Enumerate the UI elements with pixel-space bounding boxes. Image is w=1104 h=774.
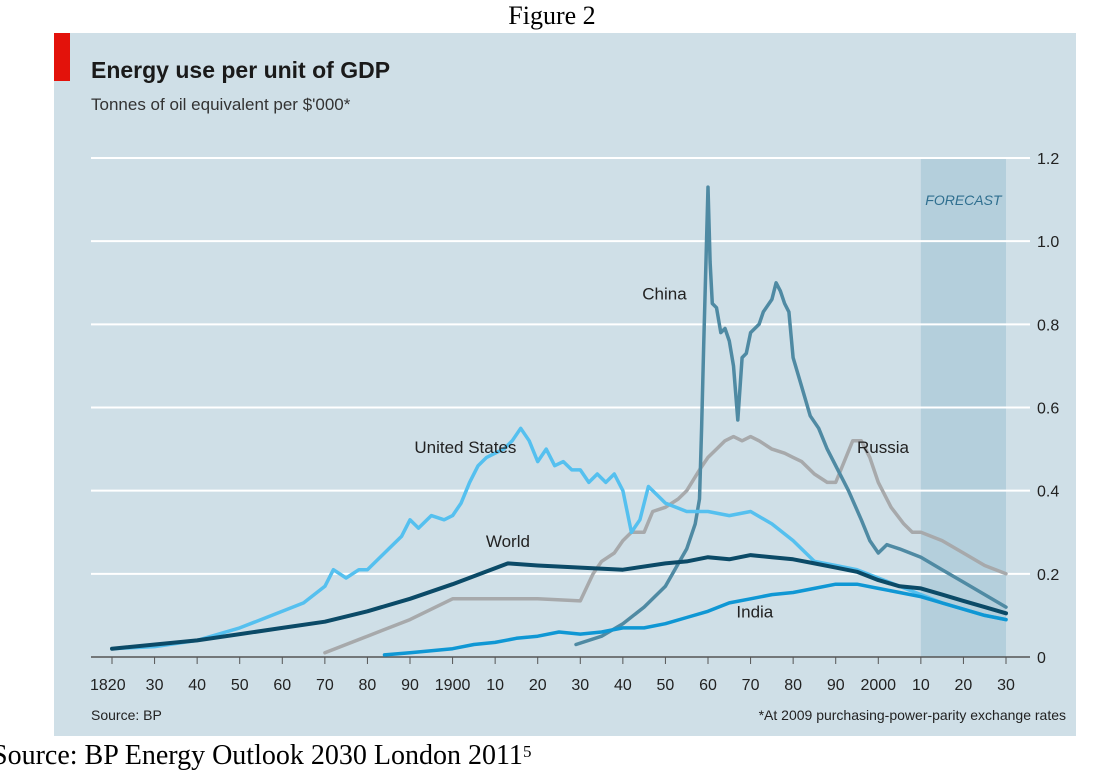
series-line-china: [574, 185, 1008, 647]
x-tick-label: 60: [273, 677, 291, 694]
y-tick-label: 0.4: [1037, 484, 1059, 501]
brand-accent-bar: [54, 33, 70, 81]
series-label-united-states: United States: [414, 438, 516, 457]
x-tick-label: 30: [997, 677, 1015, 694]
x-tick-label: 40: [188, 677, 206, 694]
x-tick-label: 20: [529, 677, 547, 694]
x-tick-label: 80: [359, 677, 377, 694]
x-tick-label: 90: [401, 677, 419, 694]
x-tick-label: 1820: [90, 677, 126, 694]
x-tick-label: 50: [231, 677, 249, 694]
x-tick-label: 50: [657, 677, 675, 694]
document-source-text: Source: BP Energy Outlook 2030 London 20…: [0, 740, 523, 771]
x-tick-label: 70: [742, 677, 760, 694]
y-tick-label: 0: [1037, 650, 1046, 667]
x-tick-label: 10: [486, 677, 504, 694]
figure-caption: Figure 2: [508, 1, 596, 30]
series-line-india: [382, 582, 1008, 657]
x-tick-label: 70: [316, 677, 334, 694]
x-tick-label: 1900: [435, 677, 471, 694]
series-line-world: [110, 553, 1008, 651]
footnote-marker: 5: [522, 742, 532, 761]
series-label-china: China: [642, 284, 687, 303]
series-label-russia: Russia: [857, 438, 910, 457]
x-tick-label: 10: [912, 677, 930, 694]
chart-title: Energy use per unit of GDP: [91, 57, 391, 83]
y-tick-label: 0.8: [1037, 317, 1059, 334]
series-label-world: World: [486, 532, 530, 551]
x-tick-label: 90: [827, 677, 845, 694]
y-tick-label: 0.2: [1037, 567, 1059, 584]
y-tick-label: 1.2: [1037, 151, 1059, 168]
series-line-united-states: [110, 426, 1008, 651]
x-tick-label: 60: [699, 677, 717, 694]
chart-subtitle: Tonnes of oil equivalent per $'000*: [91, 95, 351, 114]
chart-footnote: *At 2009 purchasing-power-parity exchang…: [758, 707, 1066, 723]
document-source-line: Source: BP Energy Outlook 2030 London 20…: [0, 738, 531, 774]
chart-panel: [54, 33, 1076, 736]
x-tick-label: 2000: [860, 677, 896, 694]
x-tick-label: 30: [146, 677, 164, 694]
x-tick-label: 80: [784, 677, 802, 694]
x-tick-label: 20: [955, 677, 973, 694]
x-tick-label: 40: [614, 677, 632, 694]
forecast-label: FORECAST: [925, 192, 1003, 208]
x-tick-label: 30: [571, 677, 589, 694]
series-line-russia: [323, 434, 1008, 655]
series-label-india: India: [736, 602, 773, 621]
y-tick-label: 0.6: [1037, 401, 1059, 418]
y-tick-label: 1.0: [1037, 234, 1059, 251]
chart-source: Source: BP: [91, 707, 162, 723]
